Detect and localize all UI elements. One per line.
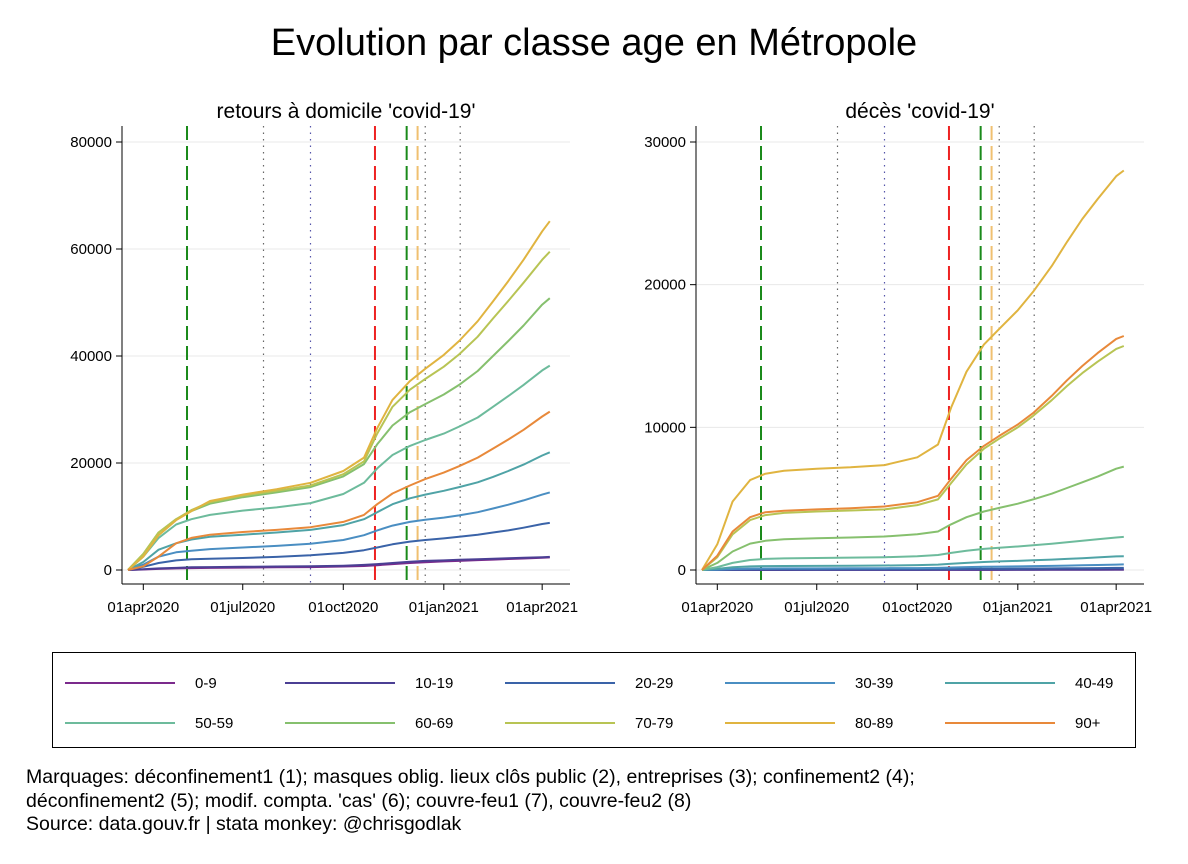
y-tick-label: 0 xyxy=(104,562,112,579)
series-line-50-59 xyxy=(701,535,1124,571)
y-tick-label: 20000 xyxy=(70,455,112,472)
chart-canvas: retours à domicile 'covid-19' 0 20000 40000… xyxy=(70,100,1152,616)
panel-2: décès 'covid-19' 0 10000 20000 30000 01apr202… xyxy=(644,100,1152,616)
legend-item-70-79: 70-79 xyxy=(505,713,673,733)
series-line-50-59 xyxy=(127,364,551,571)
legend-label: 10-19 xyxy=(415,674,454,692)
x-tick-label: 01oct2020 xyxy=(882,599,952,616)
legend-item-20-29: 20-29 xyxy=(505,673,673,693)
chart-main-title: Evolution par classe age en Métropole xyxy=(270,22,918,64)
legend-label: 30-39 xyxy=(855,674,894,692)
series-line-10-19 xyxy=(127,555,550,571)
legend-item-40-49: 40-49 xyxy=(945,673,1113,693)
notes: Marquages: déconfinement1 (1); masques o… xyxy=(26,766,915,837)
series-line-40-49 xyxy=(127,451,551,571)
legend-swatch xyxy=(945,682,1055,684)
series-line-80-89 xyxy=(701,169,1125,571)
legend-item-30-39: 30-39 xyxy=(725,673,893,693)
legend-swatch xyxy=(285,722,395,724)
series-line-60-69 xyxy=(701,465,1125,571)
x-tick-label: 01apr2021 xyxy=(1080,599,1152,616)
legend-label: 60-69 xyxy=(415,714,454,732)
legend-label: 0-9 xyxy=(195,674,217,692)
legend-swatch xyxy=(285,682,395,684)
legend-swatch xyxy=(945,722,1055,724)
legend-swatch xyxy=(505,722,615,724)
x-tick-label: 01jul2020 xyxy=(784,599,849,616)
y-tick-label: 20000 xyxy=(644,277,686,294)
x-tick-label: 01jul2020 xyxy=(210,599,275,616)
series-line-60-69 xyxy=(127,297,551,571)
legend-item-10-19: 10-19 xyxy=(285,673,453,693)
x-tick-label: 01apr2020 xyxy=(681,599,753,616)
legend-label: 20-29 xyxy=(635,674,674,692)
note-source: Source: data.gouv.fr | stata monkey: @ch… xyxy=(26,813,462,835)
x-tick-label: 01jan2021 xyxy=(409,599,479,616)
series-line-70-79 xyxy=(701,345,1125,571)
series-line-80-89 xyxy=(127,220,551,571)
series-line-30-39 xyxy=(701,563,1124,571)
note-markings-line2: déconfinement2 (5); modif. compta. 'cas'… xyxy=(26,789,692,812)
legend-label: 70-79 xyxy=(635,714,674,732)
x-tick-label: 01apr2020 xyxy=(107,599,179,616)
legend-swatch xyxy=(65,682,175,684)
y-tick-label: 80000 xyxy=(70,134,112,151)
series-line-40-49 xyxy=(701,555,1124,571)
legend-swatch xyxy=(65,722,175,724)
legend-item-60-69: 60-69 xyxy=(285,713,453,733)
legend-item-50-59: 50-59 xyxy=(65,713,233,733)
panel-1: retours à domicile 'covid-19' 0 20000 40000… xyxy=(70,100,578,616)
y-tick-label: 40000 xyxy=(70,348,112,365)
legend-swatch xyxy=(725,722,835,724)
legend-label: 90+ xyxy=(1075,714,1101,732)
series-line-20-29 xyxy=(127,521,550,571)
y-tick-label: 60000 xyxy=(70,241,112,258)
x-tick-label: 01apr2021 xyxy=(506,599,578,616)
y-tick-label: 10000 xyxy=(644,419,686,436)
x-tick-label: 01oct2020 xyxy=(308,599,378,616)
panel-title: décès 'covid-19' xyxy=(845,100,994,123)
y-tick-label: 0 xyxy=(678,562,686,579)
legend-label: 40-49 xyxy=(1075,674,1114,692)
legend-label: 80-89 xyxy=(855,714,894,732)
panel-title: retours à domicile 'covid-19' xyxy=(217,100,476,123)
legend-swatch xyxy=(505,682,615,684)
series-line-90plus xyxy=(127,410,551,571)
y-tick-label: 30000 xyxy=(644,134,686,151)
legend: 0-9 10-19 20-29 30-39 40-49 50-59 60-69 70-79 80… xyxy=(52,652,1136,748)
legend-item-80-89: 80-89 xyxy=(725,713,893,733)
series-line-90plus xyxy=(701,335,1125,571)
legend-item-0-9: 0-9 xyxy=(65,673,217,693)
x-tick-label: 01jan2021 xyxy=(983,599,1053,616)
series-line-30-39 xyxy=(127,491,551,571)
legend-item-90plus: 90+ xyxy=(945,713,1100,733)
legend-swatch xyxy=(725,682,835,684)
note-markings-line1: Marquages: déconfinement1 (1); masques o… xyxy=(26,766,915,788)
legend-label: 50-59 xyxy=(195,714,234,732)
